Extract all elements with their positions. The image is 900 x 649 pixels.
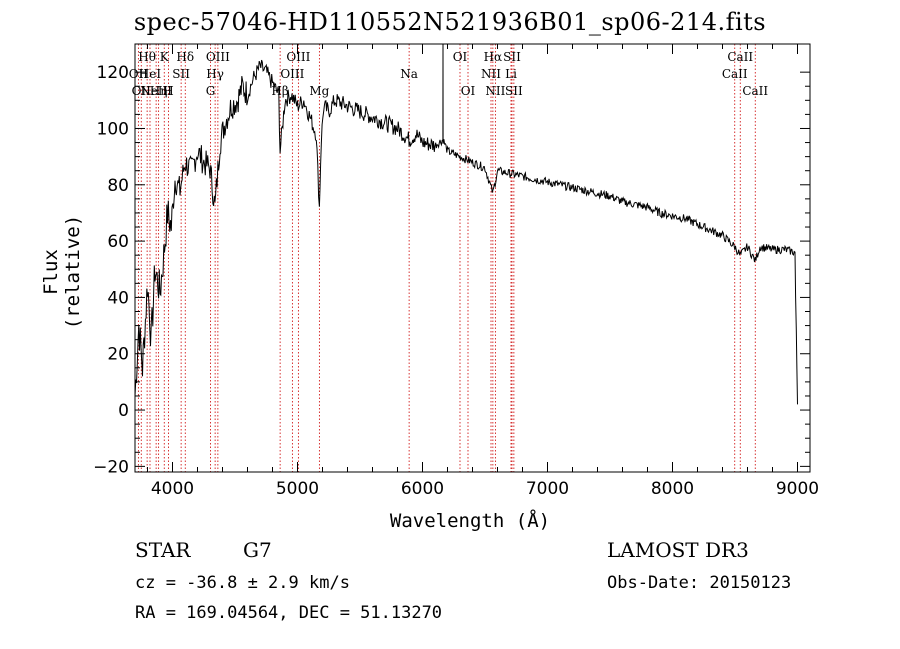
line-marker-label-20: NII xyxy=(481,67,501,81)
x-tick-label-5: 9000 xyxy=(776,479,819,499)
spectrum-line xyxy=(134,43,798,405)
line-markers xyxy=(137,44,756,472)
y-tick-label-1: 0 xyxy=(118,401,129,421)
line-marker-label-17: Na xyxy=(400,67,418,81)
line-marker-label-9: Hδ xyxy=(176,50,194,64)
line-marker-label-13: Hβ xyxy=(271,84,288,98)
line-marker-label-23: Li xyxy=(505,67,517,81)
y-tick-label-0: −20 xyxy=(93,457,129,477)
y-tick-label-6: 100 xyxy=(97,119,129,139)
line-marker-label-24: SII xyxy=(503,50,521,64)
line-marker-label-26: CaII xyxy=(722,67,748,81)
line-marker-label-10: G xyxy=(206,84,216,98)
line-marker-label-25: SII xyxy=(505,84,523,98)
line-marker-label-11: Hγ xyxy=(206,67,224,81)
y-tick-label-4: 60 xyxy=(107,232,129,252)
line-marker-label-28: CaII xyxy=(742,84,768,98)
line-marker-label-8: SII xyxy=(172,67,190,81)
obs-date: Obs-Date: 20150123 xyxy=(607,573,792,593)
line-marker-label-15: OIII xyxy=(286,50,310,64)
line-marker-label-3: HeI xyxy=(139,67,162,81)
spectrum-series xyxy=(134,43,798,405)
line-marker-label-12: OIII xyxy=(206,50,230,64)
y-tick-label-3: 40 xyxy=(107,288,129,308)
axis-ticks: 4000 5000 6000 7000 8000 9000 −20 0 20 40 60 80 100 1… xyxy=(93,44,819,499)
line-marker-label-19: OI xyxy=(461,84,476,98)
chart-title: spec-57046-HD110552N521936B01_sp06-214.f… xyxy=(133,8,767,36)
y-tick-label-5: 80 xyxy=(107,176,129,196)
y-tick-label-2: 20 xyxy=(107,345,129,365)
line-marker-label-2: Hθ xyxy=(138,50,156,64)
x-axis-label: Wavelength (Å) xyxy=(389,510,551,532)
redshift-readout: cz = -36.8 ± 2.9 km/s xyxy=(135,573,350,593)
line-marker-label-5: Hη xyxy=(150,84,168,98)
x-tick-label-2: 6000 xyxy=(401,479,444,499)
line-marker-label-27: CaII xyxy=(727,50,753,64)
line-marker-label-18: OI xyxy=(453,50,468,64)
y-axis-label: Flux (relative) xyxy=(40,214,84,330)
line-marker-label-22: NII xyxy=(485,84,505,98)
line-marker-label-4: NeIII xyxy=(140,84,172,98)
line-marker-label-6: K xyxy=(160,50,170,64)
x-tick-label-0: 4000 xyxy=(151,479,194,499)
x-tick-label-4: 8000 xyxy=(651,479,694,499)
line-marker-label-16: Mg xyxy=(309,84,329,98)
coordinates: RA = 169.04564, DEC = 51.13270 xyxy=(135,603,443,623)
y-tick-label-7: 120 xyxy=(97,63,129,83)
line-marker-label-1: OII xyxy=(132,84,152,98)
spectral-subclass: G7 xyxy=(243,538,272,562)
line-marker-label-14: OIII xyxy=(280,67,304,81)
x-tick-label-1: 5000 xyxy=(276,479,319,499)
object-class: STAR xyxy=(135,538,191,562)
line-marker-label-21: Hα xyxy=(484,50,503,64)
line-marker-label-0: OII xyxy=(129,67,149,81)
x-tick-label-3: 7000 xyxy=(526,479,569,499)
line-marker-label-7: H xyxy=(163,84,173,98)
survey-name: LAMOST DR3 xyxy=(607,538,749,562)
